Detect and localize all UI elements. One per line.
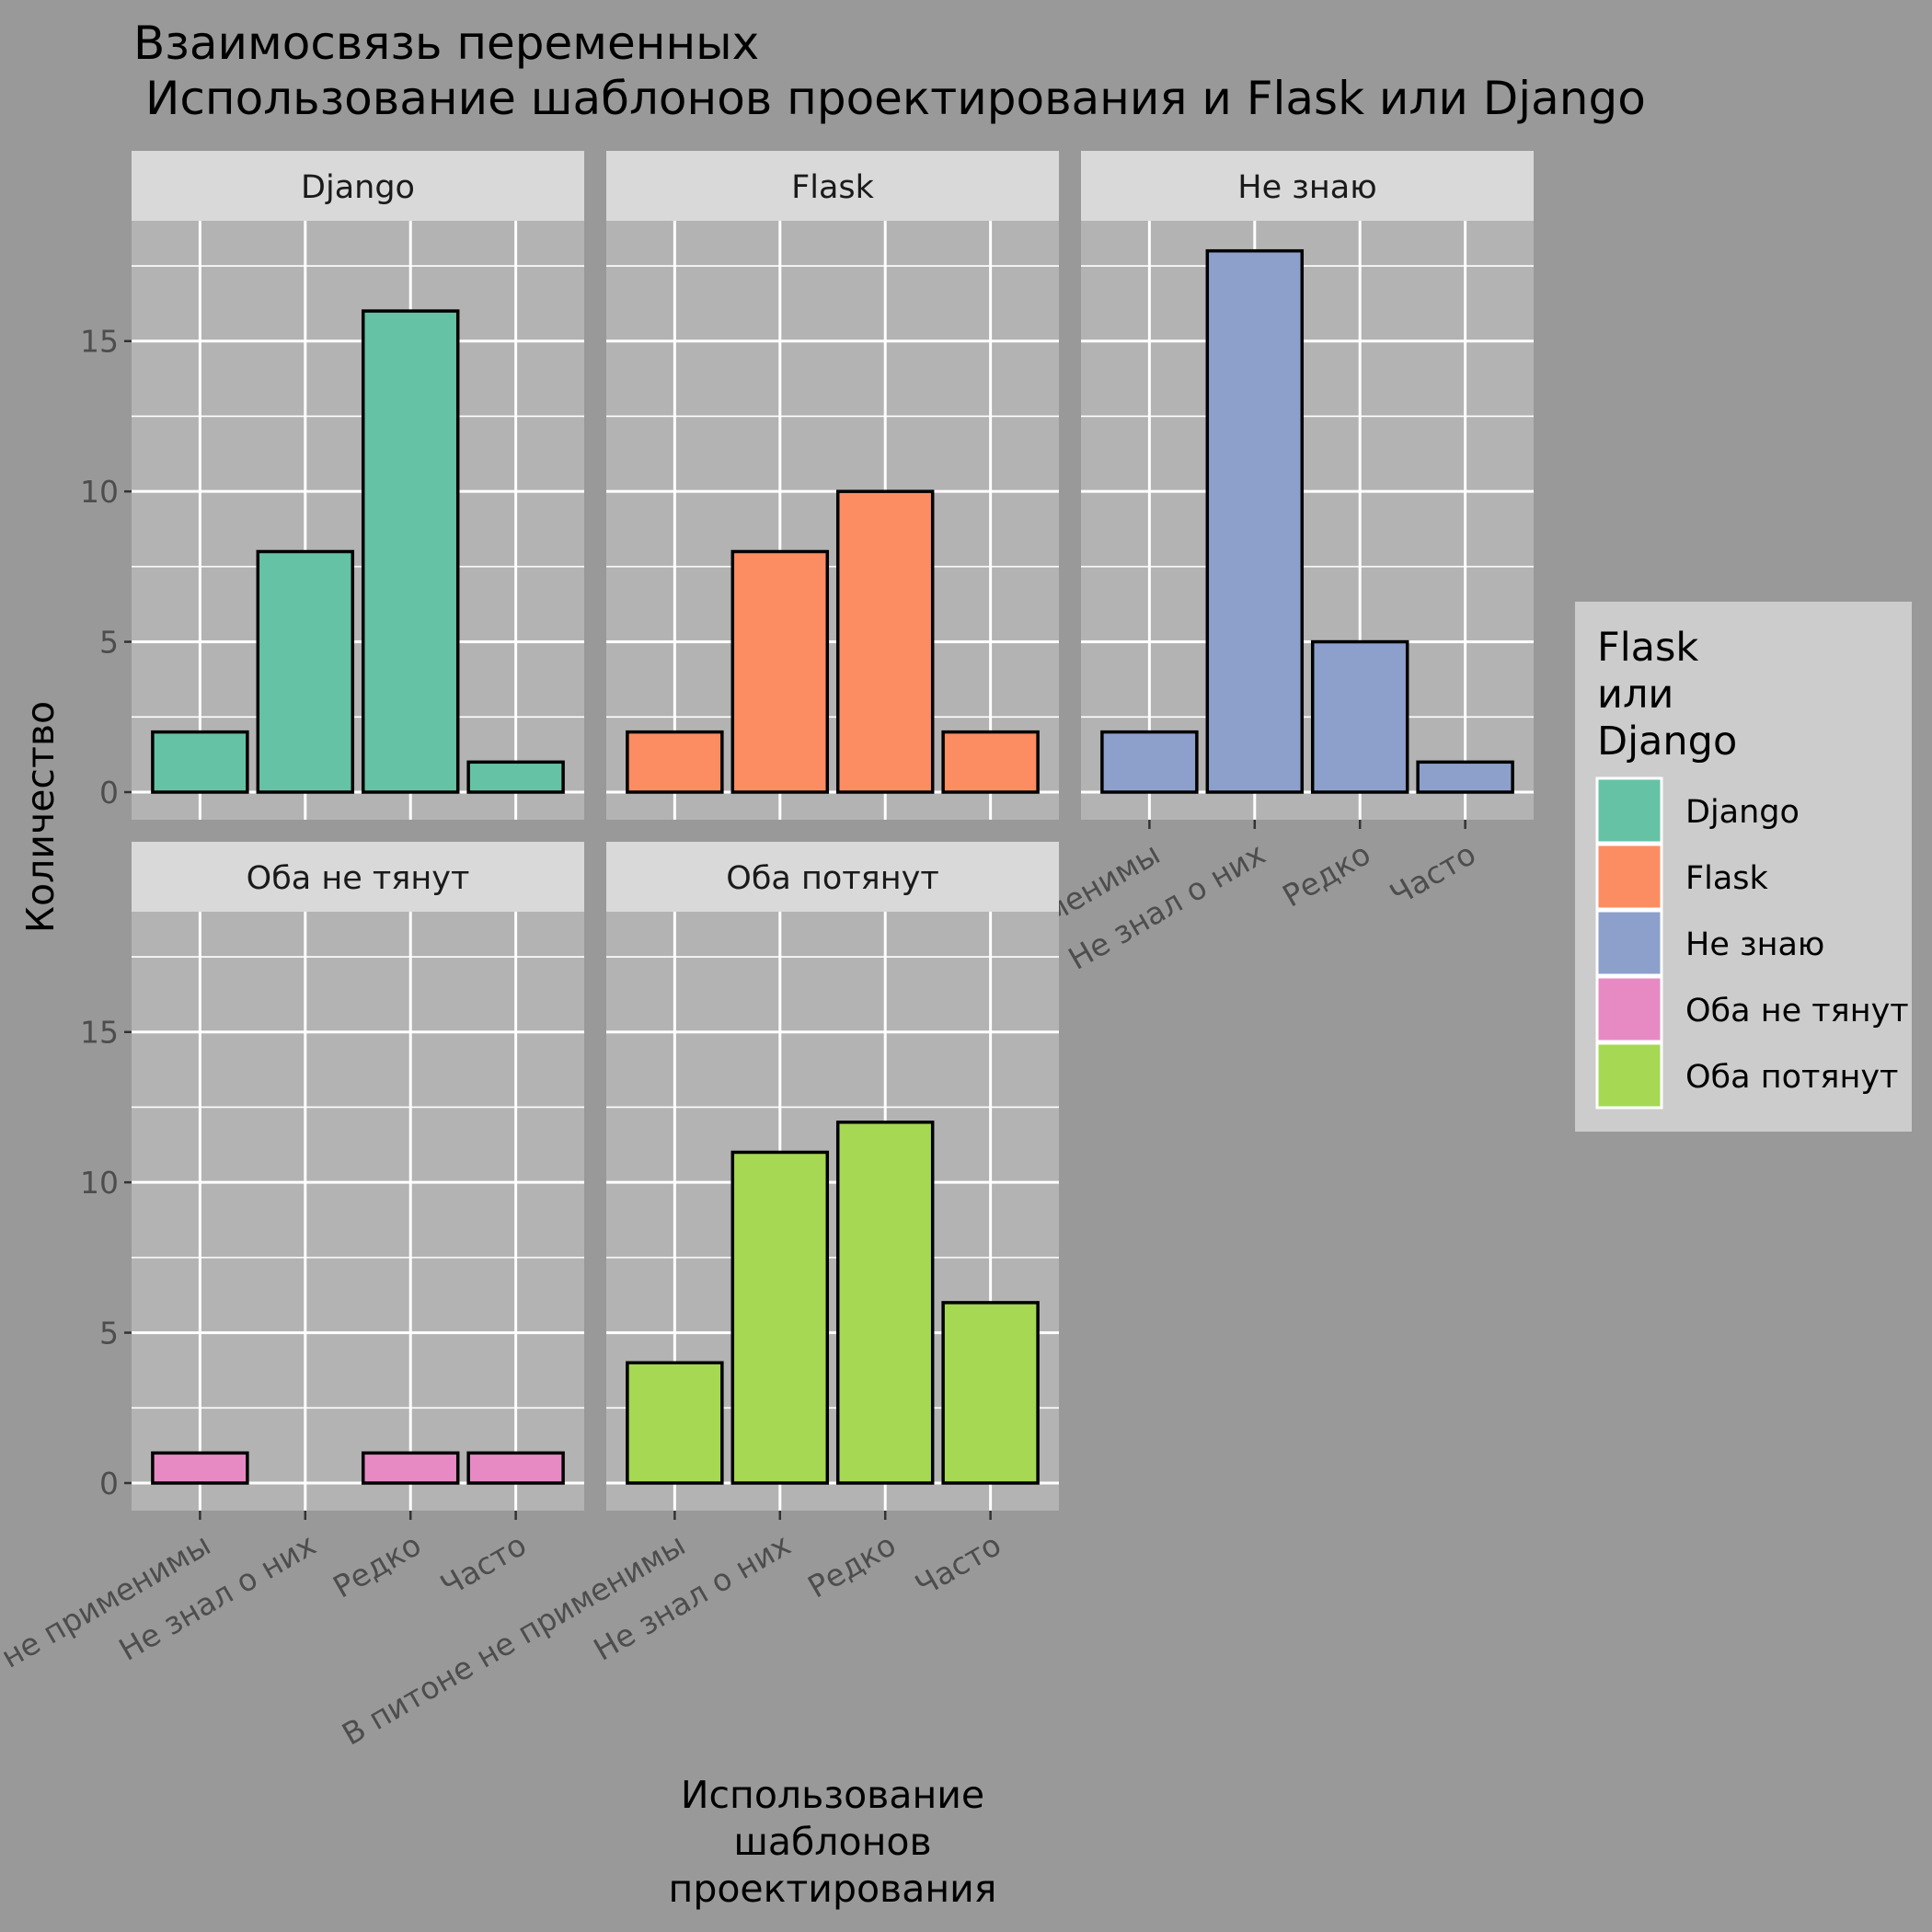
y-tick-label: 0	[99, 1466, 119, 1501]
facet-strip-label: Не знаю	[1237, 169, 1376, 206]
facet-django: Django 0 5 10 15	[80, 151, 584, 820]
bar-оба-потянут-1	[730, 1150, 830, 1485]
x-tick-label: Редко	[327, 1526, 427, 1604]
bar-flask-1	[730, 549, 830, 794]
bar-не-знаю-0	[1100, 730, 1199, 794]
facet-strip-label: Оба потянут	[726, 860, 938, 897]
facet-strip-label: Оба не тянут	[247, 860, 470, 897]
legend-title-line-3: Django	[1597, 719, 1737, 765]
bar-оба-не-тянут-2	[361, 1451, 460, 1485]
bar-django-1	[256, 549, 355, 794]
bar-оба-не-тянут-0	[151, 1451, 249, 1485]
legend-item-оба-потянут: Оба потянут	[1595, 1041, 1898, 1110]
chart-title-line-1: Взаимосвязь переменных	[133, 17, 759, 70]
bar-flask-3	[941, 730, 1040, 794]
legend-label: Оба потянут	[1685, 1059, 1898, 1096]
legend-key	[1595, 1041, 1663, 1110]
legend-item-flask: Flask	[1595, 843, 1769, 911]
y-tick-label: 10	[80, 1165, 119, 1201]
legend-label: Django	[1685, 794, 1800, 831]
y-tick-label: 5	[99, 625, 119, 661]
panel-background	[606, 221, 1059, 820]
facet-strip-label: Flask	[791, 169, 875, 206]
facet-strip	[132, 842, 584, 912]
legend-key	[1595, 975, 1663, 1043]
bar-django-3	[466, 760, 565, 794]
bar-оба-потянут-2	[835, 1121, 935, 1485]
legend-key	[1595, 843, 1663, 911]
legend-label: Оба не тянут	[1685, 993, 1909, 1029]
bar-flask-0	[626, 730, 724, 794]
facet-strip	[606, 842, 1059, 912]
legend-items: Django Flask Не знаю Оба не тянут Оба потяну…	[1595, 776, 1909, 1110]
x-tick-label: Часто	[909, 1526, 1006, 1604]
bar-django-2	[361, 309, 460, 794]
bar-не-знаю-1	[1205, 248, 1305, 794]
chart-title-line-2: Использование шаблонов проектирования и …	[145, 72, 1646, 125]
facet-strip	[1081, 151, 1534, 221]
x-tick-label: Редко	[1276, 835, 1376, 914]
legend-key	[1595, 909, 1663, 977]
x-axis-title-line-1: Использование	[681, 1773, 984, 1817]
legend-item-оба-не-тянут: Оба не тянут	[1595, 975, 1909, 1043]
panel-background	[132, 912, 584, 1511]
bar-оба-потянут-0	[626, 1361, 724, 1485]
y-axis-title: Количество	[18, 701, 63, 933]
facet-strip	[132, 151, 584, 221]
facet-оба-не-тянут: Оба не тянут051015В питоне не применимыН…	[0, 842, 584, 1753]
legend-label: Flask	[1685, 860, 1769, 897]
bar-оба-не-тянут-3	[466, 1451, 565, 1485]
x-tick-label: Редко	[801, 1526, 902, 1604]
x-tick-label: В питоне не применимы	[0, 1526, 216, 1753]
facet-strip-label: Django	[301, 169, 415, 206]
x-axis-title-line-3: проектирования	[669, 1867, 997, 1911]
legend-key	[1595, 776, 1663, 845]
facet-flask: Flask	[606, 151, 1059, 820]
bar-оба-потянут-3	[941, 1301, 1040, 1485]
facet-panels: Django 0 5 10 15 Flask Не знаю В питоне не прим…	[0, 151, 1534, 1753]
y-tick-label: 5	[99, 1316, 119, 1351]
panel-background	[132, 221, 584, 820]
legend-title-line-2: или	[1597, 672, 1673, 718]
y-tick-label: 10	[80, 474, 119, 510]
legend-title-line-1: Flask	[1597, 625, 1698, 671]
y-tick-label: 0	[99, 775, 119, 811]
y-tick-label: 15	[80, 1015, 119, 1051]
bar-не-знаю-3	[1416, 760, 1514, 794]
legend-item-не-знаю: Не знаю	[1595, 909, 1824, 977]
bar-не-знаю-2	[1310, 639, 1409, 794]
y-tick-label: 15	[80, 324, 119, 360]
x-tick-label: Часто	[1384, 835, 1481, 913]
x-tick-label: Часто	[434, 1526, 532, 1604]
legend: Flask или Django Django Flask Не знаю Оба н…	[1575, 602, 1912, 1132]
panel-background	[1081, 221, 1534, 820]
facet-strip	[606, 151, 1059, 221]
legend-item-django: Django	[1595, 776, 1800, 845]
legend-label: Не знаю	[1685, 926, 1824, 963]
bar-django-0	[151, 730, 249, 794]
x-axis-title-line-2: шаблонов	[733, 1820, 931, 1864]
bar-flask-2	[835, 489, 935, 794]
